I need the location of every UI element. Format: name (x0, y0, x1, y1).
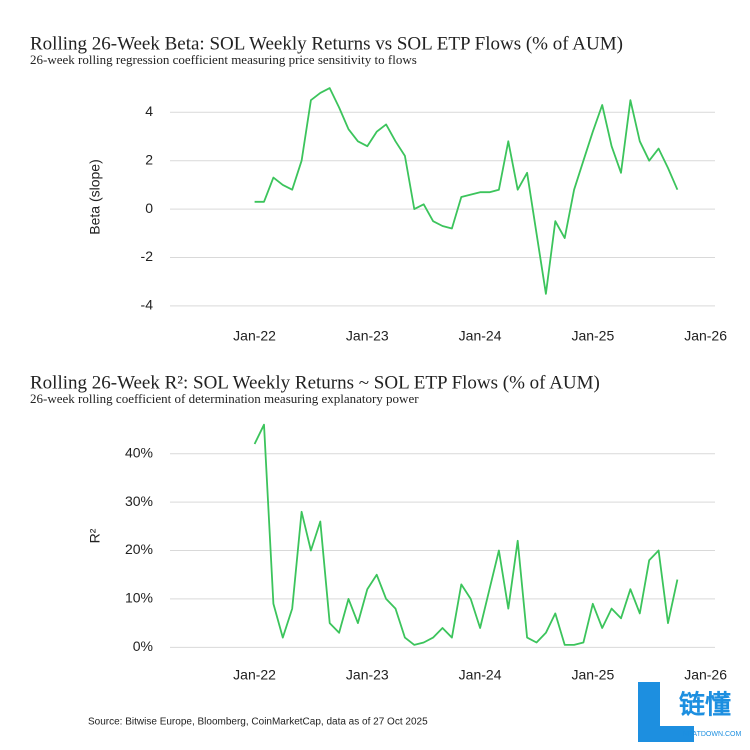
x-tick-label: Jan-22 (233, 328, 276, 344)
y-tick-label: 30% (125, 493, 153, 509)
logo-mark (638, 726, 694, 742)
y-tick-label: 4 (145, 103, 153, 119)
y-axis-label: Beta (slope) (87, 159, 103, 234)
y-tick-label: 0% (133, 638, 153, 654)
x-tick-label: Jan-23 (346, 328, 389, 344)
data-line (254, 87, 679, 295)
watermark-site: NEATDOWN.COM (683, 731, 742, 738)
y-tick-label: 10% (125, 590, 153, 606)
y-axis-label: R² (87, 528, 103, 543)
chart-subtitle: 26-week rolling regression coefficient m… (30, 52, 417, 67)
y-tick-label: 0 (145, 200, 153, 216)
chart-subtitle: 26-week rolling coefficient of determina… (30, 391, 419, 406)
x-tick-label: Jan-23 (346, 667, 389, 683)
y-tick-label: -2 (141, 248, 154, 264)
x-tick-label: Jan-25 (571, 328, 614, 344)
y-tick-label: 40% (125, 444, 153, 460)
chart-title: Rolling 26-Week R²: SOL Weekly Returns ~… (30, 372, 600, 393)
y-tick-label: 2 (145, 151, 153, 167)
x-tick-label: Jan-26 (684, 667, 727, 683)
x-tick-label: Jan-24 (459, 667, 502, 683)
watermark-name: 链懂 (679, 690, 731, 721)
x-tick-label: Jan-24 (459, 328, 502, 344)
y-tick-label: -4 (141, 297, 154, 313)
x-tick-label: Jan-22 (233, 667, 276, 683)
y-tick-label: 20% (125, 541, 153, 557)
x-tick-label: Jan-26 (684, 328, 727, 344)
chart-title: Rolling 26-Week Beta: SOL Weekly Returns… (30, 33, 623, 54)
data-line (253, 423, 679, 646)
x-tick-label: Jan-25 (571, 667, 614, 683)
source-note: Source: Bitwise Europe, Bloomberg, CoinM… (88, 717, 428, 728)
